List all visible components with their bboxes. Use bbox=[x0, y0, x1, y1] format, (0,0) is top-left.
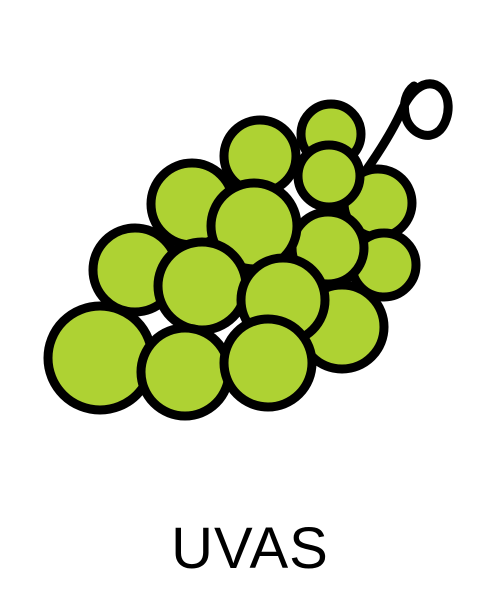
grape-berry bbox=[43, 301, 157, 415]
grape-bunch bbox=[43, 99, 421, 421]
grapes-icon bbox=[43, 79, 453, 421]
grape-berry bbox=[219, 314, 317, 412]
card-label: UVAS bbox=[171, 516, 329, 581]
grape-berry bbox=[136, 323, 234, 421]
grape-berry bbox=[153, 237, 251, 335]
grape-berry bbox=[293, 140, 365, 212]
grape-stem bbox=[360, 79, 453, 177]
